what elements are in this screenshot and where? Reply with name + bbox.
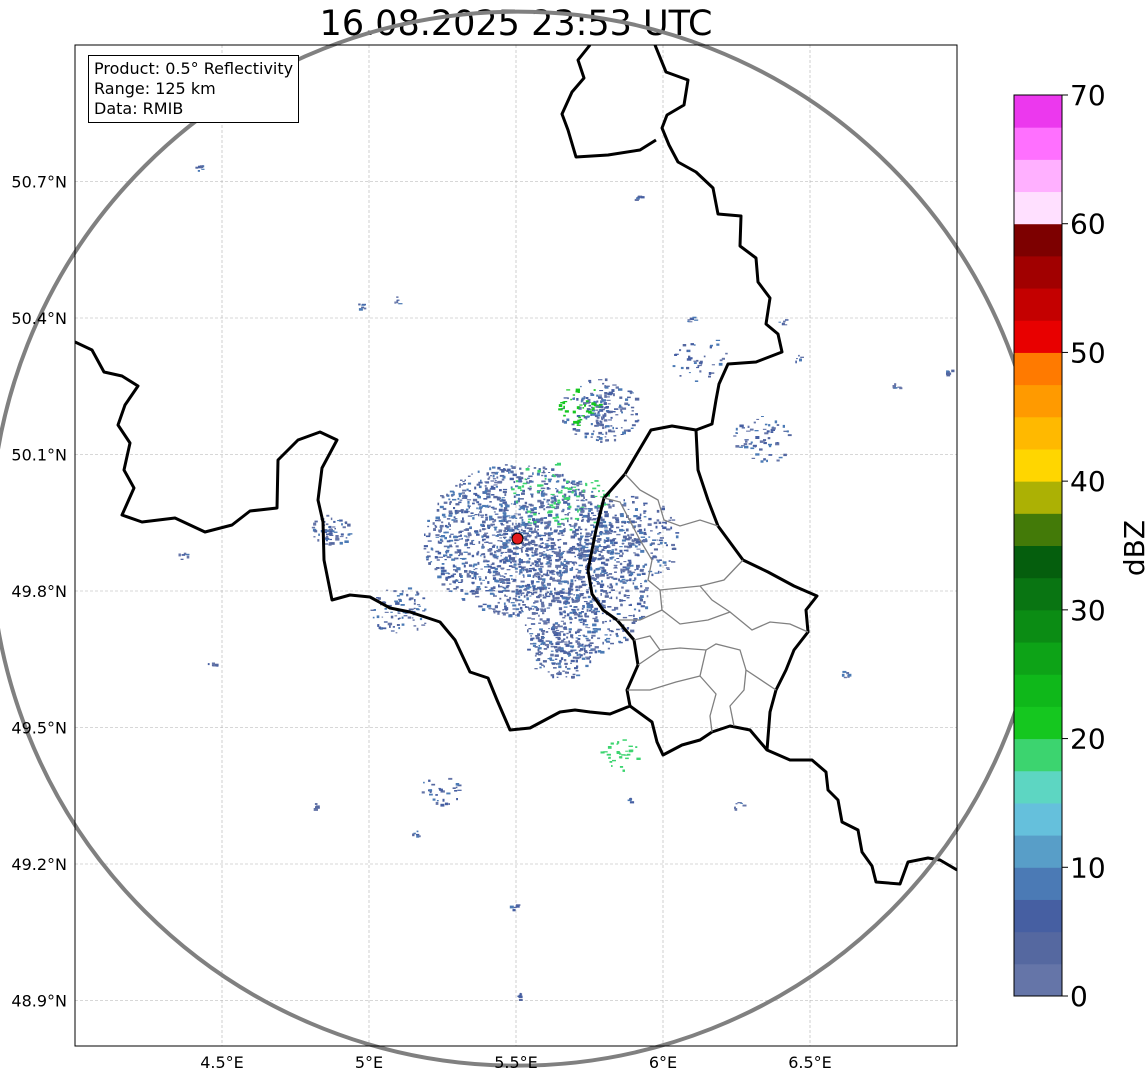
lon-tick-label: 6°E (649, 1053, 677, 1072)
radar-echoes (178, 165, 955, 1001)
lat-tick-label: 49.2°N (11, 855, 67, 874)
lat-tick-label: 50.1°N (11, 446, 67, 465)
country-border-north (560, 45, 657, 159)
lon-tick-label: 5.5°E (494, 1053, 538, 1072)
radar-site-marker[interactable] (511, 532, 524, 545)
country-border-east (694, 429, 957, 886)
info-box: Product: 0.5° Reflectivity Range: 125 km… (88, 55, 300, 123)
latitude-ticks: 50.7°N 50.4°N 50.1°N 49.8°N 49.5°N 49.2°N 48.9… (11, 173, 67, 1011)
lat-tick-label: 49.8°N (11, 582, 67, 601)
country-border-west (75, 45, 784, 732)
lon-tick-label: 6.5°E (788, 1053, 832, 1072)
info-range: Range: 125 km (94, 79, 216, 98)
admin-borders (603, 473, 809, 733)
lat-tick-label: 48.9°N (11, 992, 67, 1011)
country-border-south (629, 704, 769, 757)
lon-tick-label: 4.5°E (200, 1053, 244, 1072)
info-data-source: Data: RMIB (94, 99, 184, 118)
info-product: Product: 0.5° Reflectivity (94, 59, 294, 78)
lat-tick-label: 50.4°N (11, 309, 67, 328)
lat-tick-label: 50.7°N (11, 173, 67, 192)
lon-tick-label: 5°E (355, 1053, 383, 1072)
lat-tick-label: 49.5°N (11, 719, 67, 738)
map-frame (74, 44, 958, 1047)
graticule-grid (75, 45, 957, 1046)
longitude-ticks: 4.5°E 5°E 5.5°E 6°E 6.5°E (200, 1053, 832, 1072)
